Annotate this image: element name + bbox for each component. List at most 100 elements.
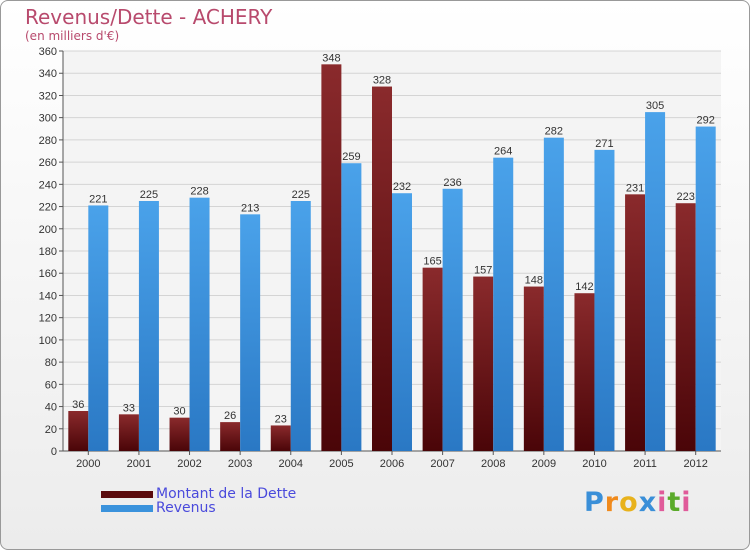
- x-tick-label: 2011: [633, 458, 657, 470]
- bar-revenus: [392, 193, 412, 451]
- data-label-dette: 30: [173, 406, 185, 418]
- logo-letter: r: [604, 487, 620, 518]
- bar-dette: [220, 422, 241, 451]
- x-tick-label: 2010: [582, 458, 606, 470]
- data-label-revenus: 221: [89, 193, 107, 205]
- x-tick-label: 2009: [532, 458, 556, 470]
- bar-dette: [68, 411, 89, 451]
- x-tick-label: 2008: [481, 458, 505, 470]
- data-label-revenus: 228: [190, 186, 208, 198]
- logo-letter: P: [584, 487, 605, 518]
- x-tick-label: 2005: [329, 458, 353, 470]
- bar-dette: [574, 293, 595, 451]
- legend-swatch-dette: [101, 491, 153, 498]
- data-label-revenus: 305: [646, 100, 664, 112]
- data-label-revenus: 213: [241, 202, 259, 214]
- data-label-dette: 328: [373, 75, 391, 87]
- y-tick-label: 340: [39, 68, 57, 80]
- y-tick-label: 360: [39, 46, 57, 58]
- data-label-dette: 231: [626, 182, 644, 194]
- bar-dette: [270, 425, 291, 451]
- x-tick-label: 2004: [279, 458, 303, 470]
- x-tick-label: 2002: [177, 458, 201, 470]
- data-label-dette: 36: [72, 399, 84, 411]
- y-tick-label: 20: [45, 424, 57, 436]
- data-label-revenus: 225: [292, 189, 310, 201]
- bar-revenus: [240, 214, 261, 451]
- data-label-dette: 26: [224, 410, 236, 422]
- data-label-dette: 142: [575, 281, 593, 293]
- y-tick-label: 160: [39, 268, 57, 280]
- bar-revenus: [594, 149, 615, 451]
- x-tick-label: 2006: [380, 458, 404, 470]
- data-label-dette: 157: [474, 265, 492, 277]
- x-tick-label: 2007: [430, 458, 454, 470]
- y-tick-label: 280: [39, 135, 57, 147]
- bar-dette: [625, 194, 646, 452]
- y-tick-label: 140: [39, 290, 57, 302]
- y-tick-label: 200: [39, 224, 57, 236]
- bar-revenus: [695, 126, 716, 452]
- bar-revenus: [189, 197, 210, 451]
- x-tick-label: 2000: [76, 458, 100, 470]
- bar-revenus: [341, 163, 362, 451]
- y-tick-label: 80: [45, 357, 57, 369]
- data-label-dette: 148: [525, 275, 543, 287]
- data-label-revenus: 232: [393, 181, 411, 193]
- x-tick-label: 2003: [228, 458, 252, 470]
- chart-subtitle: (en milliers d'€): [25, 29, 120, 43]
- y-tick-label: 60: [45, 379, 57, 391]
- bar-revenus: [493, 157, 514, 451]
- data-label-dette: 165: [423, 256, 441, 268]
- data-label-revenus: 292: [697, 115, 715, 127]
- bar-dette: [321, 64, 342, 452]
- legend-label-revenus: Revenus: [156, 500, 216, 516]
- data-label-revenus: 264: [494, 146, 512, 158]
- y-tick-label: 0: [51, 446, 57, 458]
- data-label-dette: 33: [123, 402, 135, 414]
- x-tick-label: 2001: [127, 458, 151, 470]
- bar-revenus: [543, 137, 564, 451]
- y-tick-label: 320: [39, 90, 57, 102]
- bar-revenus: [442, 188, 463, 451]
- logo-letter: i: [681, 487, 692, 518]
- y-tick-label: 240: [39, 179, 57, 191]
- y-tick-label: 180: [39, 246, 57, 258]
- proxiti-logo: Proxiti: [584, 487, 692, 518]
- logo-letter: o: [619, 487, 639, 518]
- data-label-revenus: 236: [443, 177, 461, 189]
- chart-title: Revenus/Dette - ACHERY: [25, 5, 273, 29]
- bar-dette: [372, 86, 392, 452]
- logo-letter: t: [667, 487, 682, 518]
- bar-dette: [118, 414, 139, 451]
- bar-revenus: [138, 201, 159, 451]
- bar-dette: [473, 276, 494, 451]
- data-label-dette: 348: [322, 52, 340, 64]
- data-label-dette: 23: [275, 413, 287, 425]
- y-tick-label: 40: [45, 402, 57, 414]
- bar-dette: [422, 267, 443, 451]
- data-label-revenus: 271: [595, 138, 613, 150]
- bar-revenus: [645, 112, 666, 451]
- legend-label-dette: Montant de la Dette: [156, 486, 297, 502]
- logo-letter: i: [657, 487, 668, 518]
- data-label-revenus: 282: [545, 126, 563, 138]
- bar-revenus: [88, 205, 109, 451]
- bar-dette: [675, 203, 696, 451]
- y-tick-label: 100: [39, 335, 57, 347]
- y-tick-label: 300: [39, 113, 57, 125]
- bar-dette: [523, 286, 544, 451]
- y-tick-label: 220: [39, 202, 57, 214]
- logo-letter: x: [638, 487, 658, 518]
- y-tick-label: 260: [39, 157, 57, 169]
- data-label-revenus: 259: [342, 151, 360, 163]
- data-label-dette: 223: [677, 191, 695, 203]
- bar-revenus: [290, 201, 311, 451]
- bar-dette: [169, 417, 190, 451]
- y-tick-label: 120: [39, 313, 57, 325]
- legend-swatch-revenus: [101, 505, 153, 512]
- data-label-revenus: 225: [140, 189, 158, 201]
- x-tick-label: 2012: [683, 458, 707, 470]
